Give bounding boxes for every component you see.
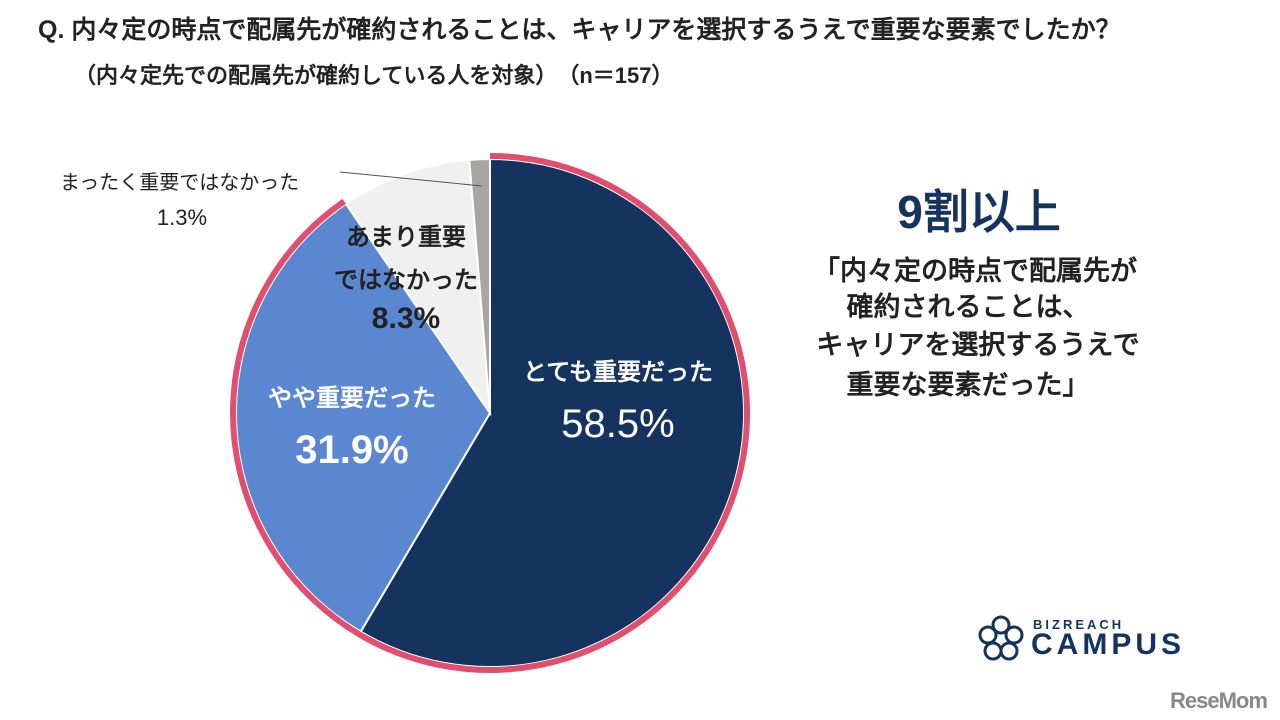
chart-title: Q. 内々定の時点で配属先が確約されることは、キャリアを選択するうえで重要な要素… — [38, 16, 1121, 44]
slice-value-not-very-important: 8.3% — [371, 302, 441, 335]
highlight-arc — [230, 153, 750, 673]
slice-value-somewhat-important: 31.9% — [295, 428, 409, 472]
pie-slice-2 — [344, 158, 492, 417]
brand-main: CAMPUS — [1031, 628, 1186, 661]
pie-slice-3 — [468, 157, 491, 414]
callout-line: 確約されることは、 — [846, 292, 1090, 322]
slice-value-very-important: 58.5% — [561, 402, 675, 446]
brand-top: BIZREACH — [1033, 617, 1125, 632]
callout-line: キャリアを選択するうえで — [816, 330, 1140, 360]
slice-label-somewhat-important: やや重要だった — [268, 385, 436, 412]
slice-label-very-important: とても重要だった — [522, 359, 714, 386]
bizreach-flower-logo-icon — [978, 615, 1024, 661]
slice-label-not-important: まったく重要ではなかった — [60, 172, 300, 194]
slice-label-not-very-important-1: あまり重要 — [346, 224, 466, 251]
leader-line — [339, 171, 483, 187]
resemom-watermark: ReseMom — [1170, 688, 1268, 713]
slice-value-not-important: 1.3% — [156, 205, 208, 230]
slice-label-not-very-important-2: ではなかった — [334, 267, 478, 294]
pie-slice-1 — [235, 202, 492, 633]
callout-line: 「内々定の時点で配属先が — [813, 256, 1137, 286]
pie-slice-0 — [359, 157, 745, 668]
callout-headline: 9割以上 — [897, 186, 1061, 238]
callout-line: 重要な要素だった」 — [846, 370, 1090, 400]
chart-subtitle: （内々定先での配属先が確約している人を対象） （n＝157） — [74, 63, 674, 88]
